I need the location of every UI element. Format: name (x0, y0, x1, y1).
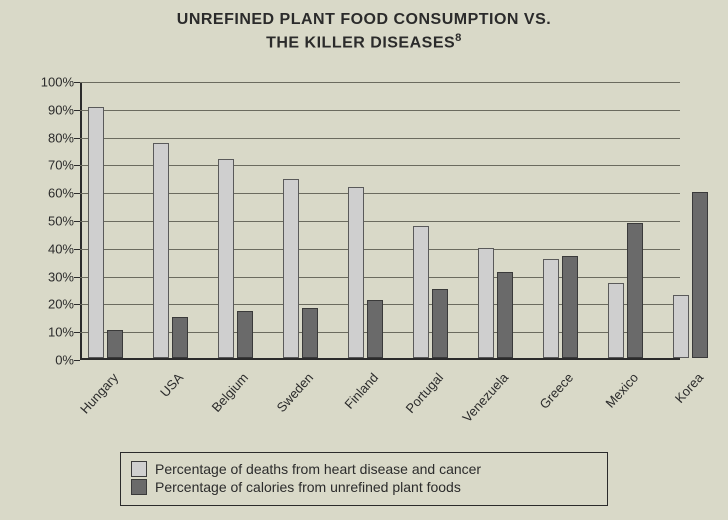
legend: Percentage of deaths from heart disease … (120, 452, 608, 506)
ytick-label: 30% (24, 269, 74, 284)
ytick-mark (74, 193, 80, 194)
legend-swatch-dark (131, 479, 147, 495)
xtick-label: Greece (536, 370, 576, 412)
bar-calories (172, 317, 188, 358)
xtick-label: Venezuela (459, 370, 511, 425)
ytick-mark (74, 277, 80, 278)
ytick-mark (74, 221, 80, 222)
xtick-label: Korea (671, 370, 705, 406)
legend-item-deaths: Percentage of deaths from heart disease … (131, 461, 597, 477)
bar-deaths (608, 283, 624, 358)
ytick-label: 40% (24, 241, 74, 256)
bar-calories (107, 330, 123, 358)
bar-deaths (413, 226, 429, 358)
bar-calories (627, 223, 643, 358)
gridline (80, 138, 680, 139)
legend-swatch-light (131, 461, 147, 477)
gridline (80, 249, 680, 250)
xtick-label: Portugal (402, 370, 446, 416)
legend-label-calories: Percentage of calories from unrefined pl… (155, 479, 461, 495)
legend-label-deaths: Percentage of deaths from heart disease … (155, 461, 481, 477)
ytick-label: 90% (24, 102, 74, 117)
ytick-mark (74, 82, 80, 83)
ytick-mark (74, 249, 80, 250)
title-line-1: UNREFINED PLANT FOOD CONSUMPTION VS. (177, 11, 551, 28)
bar-calories (432, 289, 448, 358)
bar-deaths (348, 187, 364, 358)
chart-container: UNREFINED PLANT FOOD CONSUMPTION VS. THE… (0, 0, 728, 520)
bar-deaths (283, 179, 299, 358)
xtick-label: Hungary (77, 370, 121, 417)
ytick-mark (74, 332, 80, 333)
bar-calories (692, 192, 708, 358)
bar-calories (562, 256, 578, 358)
title-footnote: 8 (455, 32, 462, 44)
ytick-mark (74, 304, 80, 305)
gridline (80, 221, 680, 222)
bar-deaths (478, 248, 494, 358)
xtick-label: Belgium (208, 370, 251, 415)
bar-calories (302, 308, 318, 358)
xtick-label: Sweden (273, 370, 316, 415)
ytick-label: 0% (24, 353, 74, 368)
bar-deaths (543, 259, 559, 358)
ytick-label: 60% (24, 186, 74, 201)
bar-calories (367, 300, 383, 358)
ytick-label: 50% (24, 214, 74, 229)
bar-deaths (88, 107, 104, 358)
plot-area: 0%10%20%30%40%50%60%70%80%90%100%Hungary… (80, 82, 680, 360)
ytick-mark (74, 138, 80, 139)
ytick-label: 10% (24, 325, 74, 340)
ytick-mark (74, 110, 80, 111)
ytick-label: 80% (24, 130, 74, 145)
title-line-2: THE KILLER DISEASES (266, 34, 455, 51)
bar-deaths (218, 159, 234, 358)
gridline (80, 193, 680, 194)
gridline (80, 165, 680, 166)
ytick-label: 100% (24, 75, 74, 90)
xtick-label: USA (157, 370, 186, 400)
bar-calories (497, 272, 513, 358)
ytick-mark (74, 165, 80, 166)
xtick-label: Finland (341, 370, 381, 412)
legend-item-calories: Percentage of calories from unrefined pl… (131, 479, 597, 495)
gridline (80, 277, 680, 278)
ytick-label: 20% (24, 297, 74, 312)
ytick-label: 70% (24, 158, 74, 173)
bar-deaths (673, 295, 689, 358)
chart-title: UNREFINED PLANT FOOD CONSUMPTION VS. THE… (0, 0, 728, 54)
ytick-mark (74, 360, 80, 361)
gridline (80, 110, 680, 111)
bar-calories (237, 311, 253, 358)
gridline (80, 82, 680, 83)
bar-deaths (153, 143, 169, 358)
xtick-label: Mexico (602, 370, 641, 411)
